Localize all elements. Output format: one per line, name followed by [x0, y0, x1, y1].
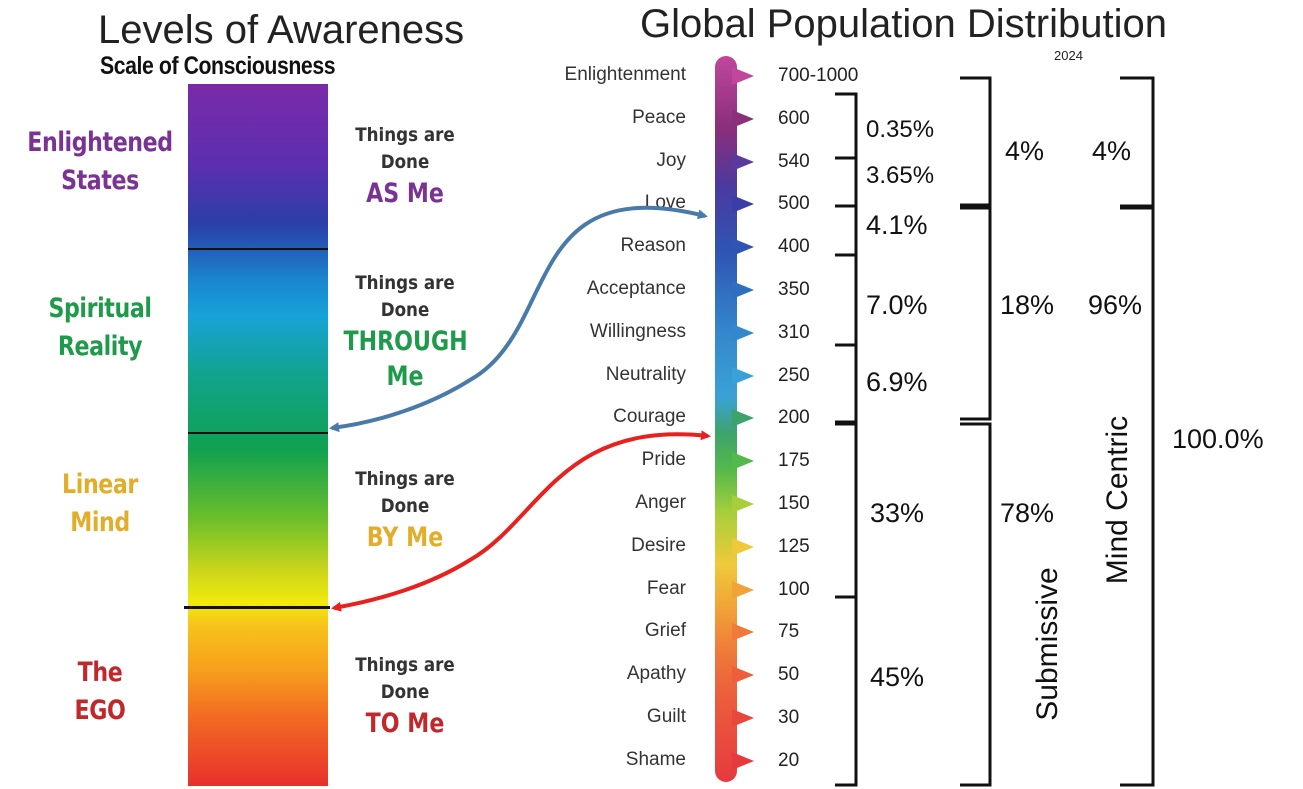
- level-value: 30: [778, 707, 800, 728]
- level-marker-icon: [732, 452, 754, 471]
- level-marker-icon: [732, 366, 754, 385]
- pct-love-reason: 4.1%: [866, 210, 928, 240]
- left-title: Levels of Awareness: [98, 8, 465, 52]
- left-subtitle: Scale of Consciousness: [100, 52, 336, 80]
- level-marker-icon: [732, 281, 754, 299]
- level-value: 20: [778, 749, 800, 771]
- level-name: Peace: [632, 106, 686, 128]
- bracket-group-top: [960, 76, 992, 207]
- bracket-willingness-courage: [835, 345, 858, 424]
- level-value: 700-1000: [778, 65, 859, 86]
- level-value: 75: [778, 621, 800, 643]
- level-name: Grief: [644, 620, 686, 642]
- love-to-spiritual-arrow: [329, 205, 708, 433]
- level-marker-icon: [732, 709, 754, 727]
- pct-fear-shame: 45%: [870, 662, 925, 692]
- bracket-joy-love: [835, 158, 858, 208]
- level-marker-icon: [732, 195, 754, 214]
- zone-divider-1: [188, 248, 328, 250]
- pct-joy-love: 3.65%: [866, 162, 935, 189]
- level-marker-icon: [732, 666, 754, 685]
- courage-to-ego-arrow: [331, 430, 711, 612]
- level-value: 200: [778, 407, 810, 429]
- zone-divider-2: [188, 432, 328, 434]
- right-title: Global Population Distribution: [640, 2, 1167, 46]
- level-marker-icon: [732, 323, 754, 342]
- bracket-group-mid: [960, 206, 992, 421]
- level-value: 500: [778, 193, 810, 215]
- level-value: 600: [778, 107, 810, 129]
- level-marker-icon: [732, 580, 754, 599]
- pct-willingness-courage: 6.9%: [866, 367, 928, 397]
- zone-label-enlightened: Enlightened States: [27, 127, 173, 196]
- level-name: Shame: [625, 748, 686, 770]
- bracket-group-low: [960, 422, 992, 787]
- pct-group-top-2: 4%: [1092, 136, 1132, 166]
- level-name: Enlightenment: [564, 64, 686, 85]
- year-label: 2024: [1054, 48, 1083, 63]
- level-value: 50: [778, 664, 800, 686]
- things-done-to-me: Things are Done TO Me: [355, 654, 455, 739]
- level-value: 540: [778, 150, 810, 172]
- bracket-reason-willingness: [835, 255, 858, 347]
- outer-brackets: [1120, 76, 1155, 787]
- zone-divider-3: [184, 606, 330, 609]
- level-name: Guilt: [646, 706, 686, 727]
- pct-group-top: 4%: [1005, 136, 1045, 166]
- level-value: 310: [778, 321, 810, 343]
- pct-group-low: 78%: [1000, 498, 1055, 528]
- bracket-fear-shame: [835, 597, 858, 787]
- level-name: Apathy: [626, 663, 686, 685]
- level-marker-icon: [732, 623, 754, 642]
- consciousness-spectrum-bar: [188, 84, 328, 786]
- pct-peace: 0.35%: [866, 116, 935, 143]
- mind-centric-label: Mind Centric: [1101, 415, 1134, 585]
- things-done-as-me: Things are Done AS Me: [355, 124, 455, 209]
- zone-label-linear: Linear Mind: [62, 469, 138, 538]
- level-marker-icon: [732, 238, 754, 257]
- bracket-courage-fear: [835, 422, 858, 599]
- pct-reason-willingness: 7.0%: [866, 290, 928, 320]
- submissive-label: Submissive: [1031, 567, 1064, 721]
- level-value: 125: [778, 535, 810, 557]
- pct-total: 100.0%: [1172, 424, 1264, 454]
- level-value: 100: [778, 578, 810, 600]
- level-value: 250: [778, 364, 810, 386]
- bracket-outer-top: [1120, 76, 1155, 208]
- inner-brackets: [835, 92, 858, 787]
- level-marker-icon: [732, 751, 754, 770]
- pct-group-mind: 96%: [1088, 290, 1143, 320]
- level-scale-rail: [715, 56, 737, 782]
- level-marker-icon: [732, 495, 754, 513]
- level-value: 150: [778, 493, 810, 514]
- middle-brackets: [960, 76, 992, 787]
- bracket-peace-joy: [835, 92, 858, 160]
- bracket-love-reason: [835, 204, 858, 257]
- level-marker-icon: [732, 67, 754, 85]
- level-name: Joy: [656, 149, 686, 171]
- zone-label-ego: The EGO: [74, 657, 126, 726]
- zone-label-spiritual: Spiritual Reality: [48, 293, 152, 362]
- pct-group-mid: 18%: [1000, 290, 1055, 320]
- level-marker-icon: [732, 109, 754, 128]
- level-value: 400: [778, 236, 810, 258]
- pct-courage-fear: 33%: [870, 498, 925, 528]
- level-marker-icon: [732, 409, 754, 428]
- level-marker-icon: [732, 537, 754, 556]
- level-marker-icon: [732, 152, 754, 171]
- level-value: 175: [778, 450, 810, 472]
- level-value: 350: [778, 279, 810, 300]
- bracket-outer-mind: [1120, 206, 1155, 787]
